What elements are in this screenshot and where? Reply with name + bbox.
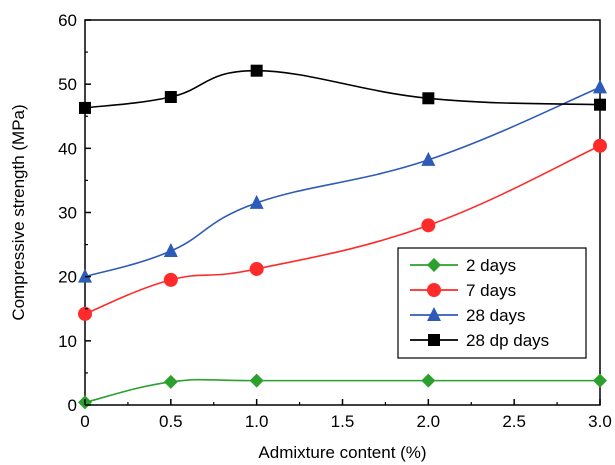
legend-label: 7 days — [466, 281, 516, 300]
x-tick-label: 2.5 — [502, 412, 526, 431]
data-point-square — [79, 101, 91, 114]
legend-marker — [427, 258, 441, 272]
x-tick-label: 3.0 — [588, 412, 612, 431]
y-tick-label: 40 — [58, 139, 77, 158]
data-point-square — [422, 92, 435, 105]
series-1 — [78, 138, 607, 321]
data-point-triangle — [421, 151, 436, 166]
x-tick-label: 2.0 — [417, 412, 441, 431]
legend-marker — [427, 283, 441, 297]
legend: 2 days 7 days 28 days 28 dp days — [397, 247, 587, 359]
legend-item: 7 days — [410, 281, 516, 300]
data-point-diamond — [421, 373, 436, 388]
data-point-square — [250, 64, 263, 77]
data-point-triangle — [78, 268, 92, 283]
legend-label: 2 days — [466, 256, 516, 275]
data-point-triangle — [163, 243, 178, 257]
legend-label: 28 dp days — [466, 331, 549, 350]
x-tick-label: 0.5 — [159, 412, 183, 431]
y-tick-label: 50 — [58, 75, 77, 94]
y-tick-label: 10 — [58, 332, 77, 351]
data-point-circle — [249, 261, 264, 276]
data-point-diamond — [163, 374, 178, 389]
series-line — [84, 378, 600, 404]
data-point-square — [594, 98, 606, 111]
y-tick-label: 30 — [58, 204, 77, 223]
series-line — [84, 86, 601, 278]
data-point-circle — [421, 218, 436, 233]
x-axis-label: Admixture content (%) — [258, 443, 426, 462]
series-line — [84, 69, 601, 109]
legend-item: 28 days — [410, 306, 526, 325]
data-point-square — [164, 91, 177, 103]
y-tick-label: 60 — [58, 11, 77, 30]
data-point-circle — [78, 306, 92, 321]
legend-marker — [428, 334, 440, 346]
series-0 — [78, 373, 607, 410]
y-tick-label: 0 — [68, 396, 77, 415]
data-point-diamond — [593, 373, 607, 388]
y-axis-label: Compressive strength (MPa) — [9, 104, 28, 320]
x-tick-label: 1.5 — [331, 412, 355, 431]
data-point-circle — [163, 272, 178, 287]
data-point-circle — [593, 138, 607, 153]
x-tick-label: 0 — [80, 412, 89, 431]
data-point-diamond — [249, 373, 264, 388]
x-tick-label: 1.0 — [245, 412, 269, 431]
legend-item: 2 days — [410, 256, 516, 275]
series-group — [78, 64, 607, 410]
legend-label: 28 days — [466, 306, 526, 325]
series-2 — [78, 79, 607, 283]
data-point-triangle — [249, 194, 264, 209]
series-line — [84, 145, 601, 315]
legend-marker — [427, 307, 441, 321]
y-tick-label: 20 — [58, 268, 77, 287]
legend-item: 28 dp days — [410, 331, 549, 350]
axes: 0 0.5 1.0 1.5 2.0 2.5 3.0 0 10 20 30 40 50 60 — [58, 11, 612, 431]
series-3 — [79, 64, 606, 114]
data-point-triangle — [593, 79, 607, 94]
